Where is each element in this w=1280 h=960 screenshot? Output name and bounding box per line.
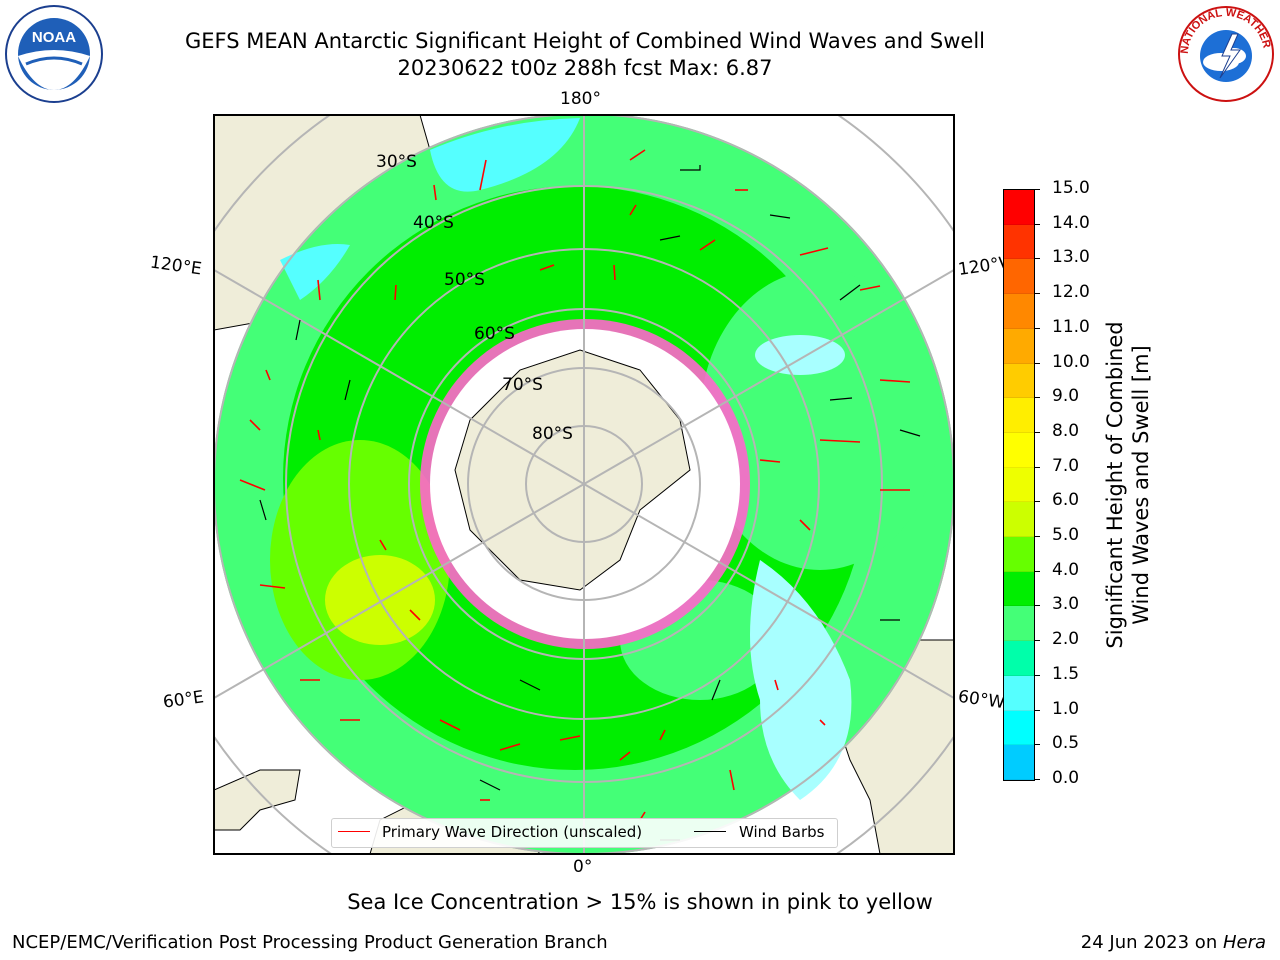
colorbar-tick-label: 11.0 — [1052, 316, 1090, 337]
colorbar-segment — [1004, 190, 1034, 225]
colorbar-segment — [1004, 467, 1034, 503]
colorbar-title-line2: Wind Waves and Swell [m] — [1129, 345, 1153, 625]
seaice-note: Sea Ice Concentration > 15% is shown in … — [347, 890, 933, 914]
footer-date-text: 24 Jun 2023 on — [1080, 932, 1223, 953]
colorbar-tick-mark — [1034, 327, 1040, 329]
colorbar-tick-mark — [1034, 189, 1040, 190]
colorbar-tick-label: 1.0 — [1052, 698, 1080, 719]
colorbar-ticks: 15.0 14.0 13.0 12.0 11.0 10.0 9.0 8.0 7.0 6.0 5.0 4… — [1034, 178, 1104, 788]
map-legend: Primary Wave Direction (unscaled) Wind B… — [331, 818, 838, 848]
lon-label-0: 0° — [573, 857, 593, 877]
page-title: GEFS MEAN Antarctic Significant Height o… — [184, 29, 986, 53]
colorbar-tick-label: 6.0 — [1052, 490, 1080, 511]
colorbar-segment — [1004, 502, 1034, 538]
colorbar-tick-label: 15.0 — [1052, 178, 1090, 198]
colorbar-tick-mark — [1034, 779, 1040, 780]
colorbar-segment — [1004, 710, 1034, 746]
colorbar-tick-mark — [1034, 397, 1040, 399]
colorbar-segment — [1004, 363, 1034, 399]
colorbar-segment — [1004, 537, 1034, 572]
nws-logo-icon: NATIONAL WEATHER SERVICE — [1172, 0, 1276, 104]
colorbar-segment — [1004, 224, 1034, 260]
legend-barbs-label: Wind Barbs — [739, 823, 825, 841]
colorbar-title-line1: Significant Height of Combined — [1103, 321, 1127, 649]
colorbar-segment — [1004, 432, 1034, 468]
colorbar-tick-label: 5.0 — [1052, 525, 1080, 546]
colorbar-tick-mark — [1034, 640, 1040, 642]
colorbar-segment — [1004, 398, 1034, 433]
colorbar-tick-label: 14.0 — [1052, 212, 1090, 233]
colorbar-segment — [1004, 259, 1034, 295]
colorbar-segment — [1004, 641, 1034, 676]
legend-primary-label: Primary Wave Direction (unscaled) — [382, 823, 643, 841]
colorbar-segment — [1004, 606, 1034, 642]
noaa-logo-text: NOAA — [32, 29, 76, 46]
colorbar-tick-mark — [1034, 501, 1040, 503]
page-subtitle: 20230622 t00z 288h fcst Max: 6.87 — [397, 56, 773, 80]
colorbar-tick-label: 12.0 — [1052, 282, 1090, 303]
colorbar-segment — [1004, 675, 1034, 711]
colorbar-segment — [1004, 328, 1034, 364]
colorbar-tick-mark — [1034, 744, 1040, 746]
colorbar-segment — [1004, 571, 1034, 607]
colorbar — [1003, 189, 1035, 781]
noaa-logo-icon: NOAA — [4, 4, 104, 104]
antarctica-land — [454, 349, 691, 591]
colorbar-segment — [1004, 294, 1034, 329]
lon-label-180: 180° — [560, 89, 601, 109]
colorbar-tick-mark — [1034, 293, 1040, 295]
colorbar-tick-mark — [1034, 258, 1040, 260]
footer-date: 24 Jun 2023 on Hera — [1081, 932, 1266, 953]
colorbar-tick-label: 9.0 — [1052, 386, 1080, 407]
footer-host: Hera — [1222, 932, 1266, 953]
colorbar-tick-label: 8.0 — [1052, 420, 1080, 441]
colorbar-tick-mark — [1034, 466, 1040, 468]
colorbar-tick-mark — [1034, 362, 1040, 364]
colorbar-tick-label: 0.0 — [1052, 768, 1080, 788]
primary-wave-swatch-icon — [338, 831, 370, 832]
colorbar-tick-label: 1.5 — [1052, 663, 1080, 684]
colorbar-title: Significant Height of Combined Wind Wave… — [1102, 321, 1154, 648]
lat-label-60: 60°S — [474, 324, 515, 344]
lat-label-50: 50°S — [444, 270, 485, 290]
colorbar-tick-label: 7.0 — [1052, 455, 1080, 476]
footer-branch: NCEP/EMC/Verification Post Processing Pr… — [12, 932, 608, 953]
colorbar-tick-mark — [1034, 605, 1040, 607]
lat-label-40: 40°S — [413, 213, 454, 233]
colorbar-segment — [1004, 745, 1034, 780]
colorbar-tick-mark — [1034, 223, 1040, 225]
colorbar-tick-mark — [1034, 431, 1040, 433]
colorbar-tick-label: 10.0 — [1052, 351, 1090, 372]
colorbar-tick-mark — [1034, 674, 1040, 676]
colorbar-tick-mark — [1034, 709, 1040, 711]
colorbar-tick-label: 4.0 — [1052, 559, 1080, 580]
africa-land — [214, 769, 301, 831]
colorbar-tick-label: 13.0 — [1052, 247, 1090, 268]
colorbar-tick-mark — [1034, 536, 1040, 538]
wind-barb-swatch-icon — [694, 831, 726, 832]
lat-label-70: 70°S — [502, 375, 543, 395]
colorbar-tick-label: 0.5 — [1052, 733, 1080, 754]
lat-label-80: 80°S — [532, 424, 573, 444]
colorbar-tick-mark — [1034, 570, 1040, 572]
lat-label-30: 30°S — [376, 152, 417, 172]
colorbar-tick-label: 3.0 — [1052, 594, 1080, 615]
colorbar-tick-label: 2.0 — [1052, 629, 1080, 650]
